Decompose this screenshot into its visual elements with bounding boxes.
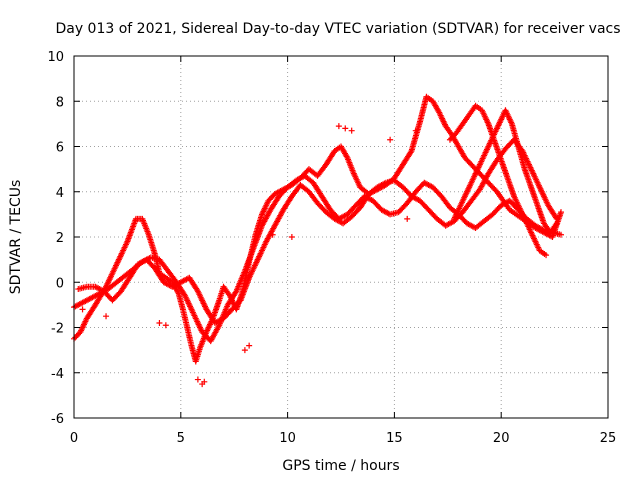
data-point-track-a xyxy=(407,149,414,156)
x-axis-label: GPS time / hours xyxy=(282,458,399,474)
y-tick-label: 10 xyxy=(47,50,64,65)
y-tick-label: 6 xyxy=(56,141,64,156)
data-point-track-b xyxy=(558,231,565,238)
x-tick-label: 0 xyxy=(70,431,78,446)
y-axis-label: SDTVAR / TECUs xyxy=(8,180,24,295)
data-point-track-d xyxy=(553,220,560,227)
y-tick-label: 0 xyxy=(56,276,64,291)
y-tick-label: -6 xyxy=(51,412,64,427)
data-point-scatter-outliers xyxy=(387,136,394,143)
data-point-track-c xyxy=(552,214,559,221)
x-tick-label: 25 xyxy=(600,431,617,446)
y-tick-label: -4 xyxy=(51,367,64,382)
chart-title: Day 013 of 2021, Sidereal Day-to-day VTE… xyxy=(55,21,620,37)
data-point-track-d xyxy=(543,252,550,259)
data-points xyxy=(71,93,565,388)
data-point-scatter-outliers xyxy=(269,231,276,238)
x-tick-label: 15 xyxy=(386,431,403,446)
data-point-scatter-outliers xyxy=(412,127,419,134)
x-tick-label: 5 xyxy=(177,431,185,446)
data-point-scatter-outliers xyxy=(404,215,411,222)
x-tick-label: 20 xyxy=(493,431,510,446)
data-point-scatter-outliers xyxy=(162,322,169,329)
y-tick-label: 4 xyxy=(56,186,64,201)
data-point-scatter-outliers xyxy=(246,342,253,349)
data-point-scatter-outliers xyxy=(79,306,86,313)
y-tick-label: -2 xyxy=(51,322,64,337)
data-point-scatter-outliers xyxy=(241,347,248,354)
data-point-scatter-outliers xyxy=(342,125,349,132)
data-point-track-a xyxy=(558,209,565,216)
data-point-scatter-outliers xyxy=(201,378,208,385)
y-tick-label: 8 xyxy=(56,95,64,110)
grid-lines xyxy=(74,56,608,418)
data-point-scatter-outliers xyxy=(348,127,355,134)
data-point-scatter-outliers xyxy=(288,234,295,240)
data-point-scatter-outliers xyxy=(156,319,163,326)
data-point-scatter-outliers xyxy=(103,313,110,320)
data-point-scatter-outliers xyxy=(335,123,342,130)
y-tick-label: 2 xyxy=(56,231,64,246)
axis-ticks: 0 5 10 15 20 25 -6 -4 -2 0 2 4 6 8 10 xyxy=(47,50,616,446)
x-tick-label: 10 xyxy=(279,431,296,446)
data-point-scatter-outliers xyxy=(194,376,201,383)
